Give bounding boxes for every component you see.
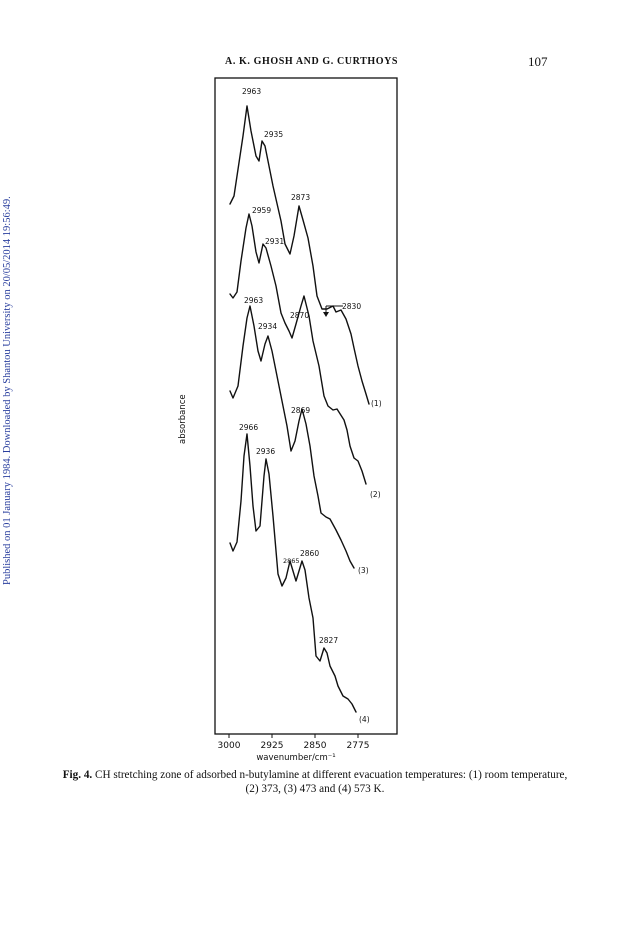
peak-label: 2931 [265, 237, 284, 246]
peak-label: 2870 [290, 311, 309, 320]
curve-label: (1) [371, 399, 382, 408]
peak-label: 2869 [291, 406, 310, 415]
running-head: A. K. GHOSH AND G. CURTHOYS [225, 56, 399, 67]
peak-label: 2860 [300, 549, 319, 558]
arrow-head-icon [323, 312, 329, 317]
x-axis-label: wavenumber/cm⁻¹ [256, 753, 335, 763]
peak-label: 2865 [283, 557, 300, 565]
peak-label: 2959 [252, 206, 271, 215]
x-tick-label: 2850 [304, 741, 327, 751]
curve-label: (4) [359, 715, 370, 724]
y-axis-label: absorbance [178, 394, 188, 444]
peak-label: 2830 [342, 302, 361, 311]
peak-label: 2934 [258, 322, 277, 331]
spectrum-curve-3 [229, 305, 355, 569]
page-number: 107 [528, 54, 548, 69]
plot-frame [214, 77, 398, 735]
peak-label: 2936 [256, 447, 275, 456]
peak-label: 2963 [244, 296, 263, 305]
x-tick-label: 2925 [261, 741, 284, 751]
x-tick-label: 2775 [347, 741, 370, 751]
peak-label: 2935 [264, 130, 283, 139]
spectrum-curve-1 [229, 105, 370, 405]
peak-label: 2873 [291, 193, 310, 202]
x-tick-label: 3000 [218, 741, 241, 751]
peak-label: 2827 [319, 636, 338, 645]
spectra-plot: 3000 2925 2850 2775 wavenumber/cm⁻¹ 2963… [214, 77, 398, 763]
curve-label: (2) [370, 490, 381, 499]
download-watermark: Published on 01 January 1984. Downloaded… [2, 196, 13, 585]
figure-caption: Fig. 4. CH stretching zone of adsorbed n… [60, 768, 570, 796]
spectrum-curve-2 [229, 213, 367, 485]
curve-label: (3) [358, 566, 369, 575]
page-header: A. K. GHOSH AND G. CURTHOYS 107 [0, 54, 625, 72]
caption-text: CH stretching zone of adsorbed n-butylam… [92, 769, 568, 795]
spectra-figure: absorbance 3000 2925 2850 2775 wavenumbe… [178, 76, 426, 776]
peak-label: 2966 [239, 423, 258, 432]
peak-label: 2963 [242, 87, 261, 96]
spectrum-curve-4 [229, 433, 357, 713]
caption-label: Fig. 4. [62, 769, 93, 781]
